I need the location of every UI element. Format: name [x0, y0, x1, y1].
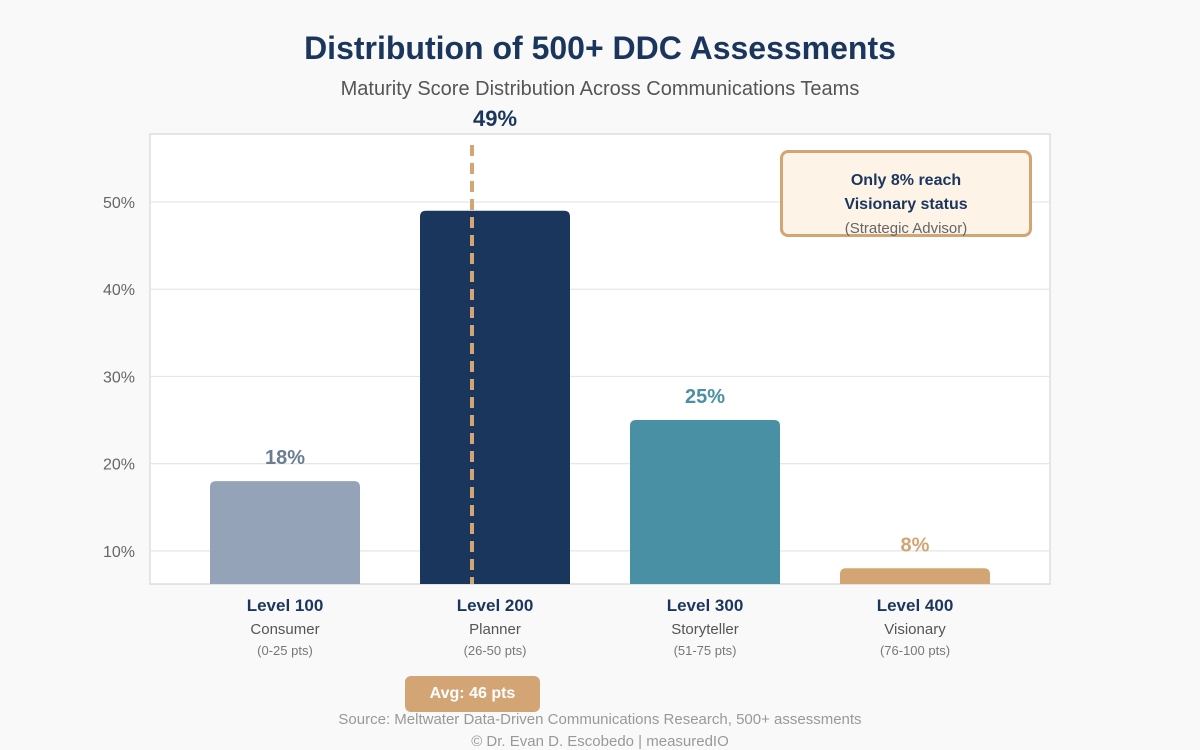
category-label-level-100: Level 100 Consumer (0-25 pts) [200, 596, 370, 658]
category-label-level-300: Level 300 Storyteller (51-75 pts) [620, 596, 790, 658]
category-level: Level 200 [456, 596, 534, 615]
bar-level-100 [210, 481, 360, 584]
bar-level-200 [420, 210, 570, 584]
callout-line-1: Only 8% reach [850, 172, 962, 189]
chart-title: Distribution of 500+ DDC Assessments [304, 30, 896, 66]
y-tick-label: 40% [103, 282, 135, 299]
copyright-note: © Dr. Evan D. Escobedo | measuredIO [471, 733, 729, 750]
data-label: 8% [901, 534, 930, 556]
category-level: Level 300 [666, 596, 744, 615]
bar-level-400 [840, 568, 990, 584]
average-badge: Avg: 46 pts [405, 676, 540, 712]
callout-box: Only 8% reach Visionary status (Strategi… [780, 150, 1032, 237]
data-label: 25% [685, 386, 725, 408]
callout-line-2: Visionary status [844, 196, 968, 213]
category-name: Storyteller [671, 621, 739, 638]
category-range: (0-25 pts) [257, 643, 313, 658]
chart-subtitle: Maturity Score Distribution Across Commu… [340, 78, 860, 100]
category-range: (51-75 pts) [673, 643, 737, 658]
category-label-level-400: Level 400 Visionary (76-100 pts) [830, 596, 1000, 658]
category-name: Planner [469, 621, 521, 638]
y-tick-label: 50% [103, 195, 135, 212]
category-range: (76-100 pts) [879, 643, 951, 658]
category-level: Level 100 [246, 596, 324, 615]
data-label: 49% [473, 106, 517, 131]
category-name: Visionary [884, 621, 946, 638]
y-tick-label: 20% [103, 457, 135, 474]
source-note: Source: Meltwater Data-Driven Communicat… [338, 711, 862, 728]
y-tick-label: 10% [103, 544, 135, 561]
data-label: 18% [265, 447, 305, 469]
category-range: (26-50 pts) [463, 643, 527, 658]
bar-level-300 [630, 420, 780, 584]
category-name: Consumer [250, 621, 320, 638]
category-level: Level 400 [876, 596, 954, 615]
callout-line-3: (Strategic Advisor) [844, 220, 968, 237]
category-label-level-200: Level 200 Planner (26-50 pts) [410, 596, 580, 658]
y-tick-label: 30% [103, 369, 135, 386]
